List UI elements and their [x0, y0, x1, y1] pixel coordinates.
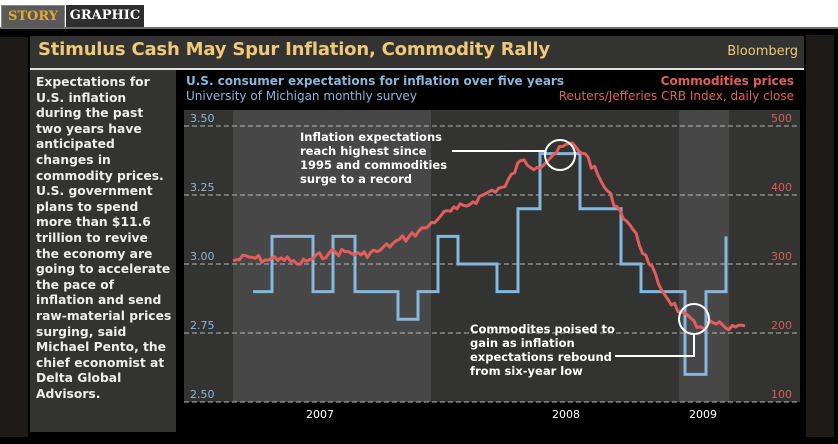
x-tick-label: 2009	[689, 408, 717, 421]
left-tick-label: 2.75	[190, 319, 215, 332]
left-series-subtitle: University of Michigan monthly survey	[186, 89, 417, 103]
chart-area: 3.50 3.25 3.00 2.75 2.50 500 400 300 200 100 2007 2…	[184, 110, 800, 421]
x-tick-label: 2008	[552, 408, 580, 421]
left-tick-label: 3.00	[190, 250, 215, 263]
right-tick-label: 500	[771, 112, 792, 125]
right-series-title: Commodities prices	[660, 74, 794, 88]
inflation-step-line	[253, 152, 728, 376]
tab-graphic[interactable]: GRAPHIC	[66, 5, 144, 27]
annotation-low: Commodites poised to gain as inflation e…	[470, 322, 615, 378]
left-series-title: U.S. consumer expectations for inflation…	[186, 74, 564, 88]
peak-highlight-circle	[544, 139, 576, 171]
left-tick-label: 2.50	[190, 388, 215, 401]
left-tick-label: 3.50	[190, 112, 215, 125]
right-tick-label: 200	[771, 319, 792, 332]
annotation-peak: Inflation expectations reach highest sin…	[300, 130, 448, 186]
tab-bar: STORY GRAPHIC	[0, 0, 838, 29]
sidebar-text: Expectations for U.S. inflation during t…	[36, 75, 172, 401]
left-tick-label: 3.25	[190, 181, 215, 194]
right-tick-label: 300	[771, 250, 792, 263]
low-leader-line	[615, 334, 695, 357]
year-band-2008	[431, 110, 679, 402]
year-band-2009	[679, 110, 729, 402]
x-tick-label: 2007	[306, 408, 334, 421]
left-gutter	[0, 37, 28, 437]
brand-logo: Bloomberg	[727, 44, 798, 59]
tab-story[interactable]: STORY	[1, 5, 65, 28]
right-tick-label: 100	[771, 388, 792, 401]
sidebar: Expectations for U.S. inflation during t…	[30, 70, 176, 432]
right-gutter	[806, 35, 834, 437]
chart-title: Stimulus Cash May Spur Inflation, Commod…	[38, 39, 550, 60]
commodities-line	[232, 141, 746, 332]
right-tick-label: 400	[771, 181, 792, 194]
title-bar: Stimulus Cash May Spur Inflation, Commod…	[30, 36, 804, 70]
right-series-subtitle: Reuters/Jefferies CRB Index, daily close	[558, 89, 794, 103]
